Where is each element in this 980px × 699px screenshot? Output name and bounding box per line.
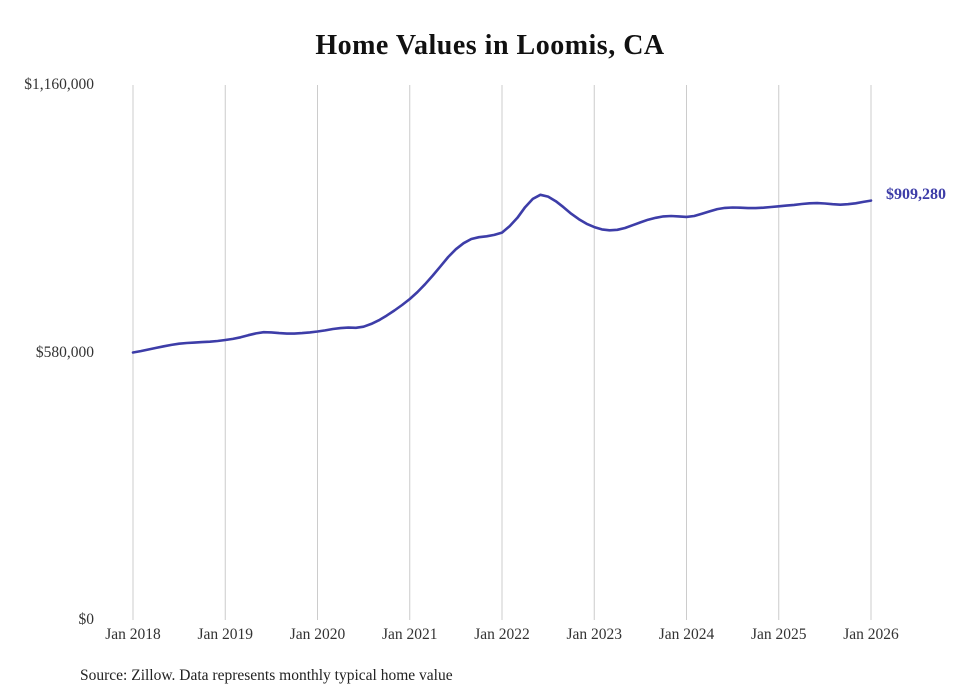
x-axis-tick-label: Jan 2025 [750,626,807,643]
chart-title: Home Values in Loomis, CA [315,30,665,61]
x-axis-tick-label: Jan 2018 [105,626,161,643]
x-axis-tick-label: Jan 2026 [843,626,899,643]
x-axis-tick-label: Jan 2023 [566,626,623,643]
y-axis-tick-label: $0 [78,611,95,628]
x-axis-tick-label: Jan 2024 [658,626,715,643]
home-value-line-series [131,193,873,354]
x-axis-tick-label: Jan 2020 [289,626,346,643]
x-axis-tick-label: Jan 2021 [381,626,438,643]
source-note: Source: Zillow. Data represents monthly … [80,667,453,684]
x-axis-tick-label: Jan 2019 [197,626,254,643]
y-axis-tick-label: $580,000 [35,343,94,361]
x-axis-tick-label: Jan 2022 [474,626,530,643]
y-axis-tick-label: $1,160,000 [24,76,94,93]
latest-value-label: $909,280 [886,185,946,203]
